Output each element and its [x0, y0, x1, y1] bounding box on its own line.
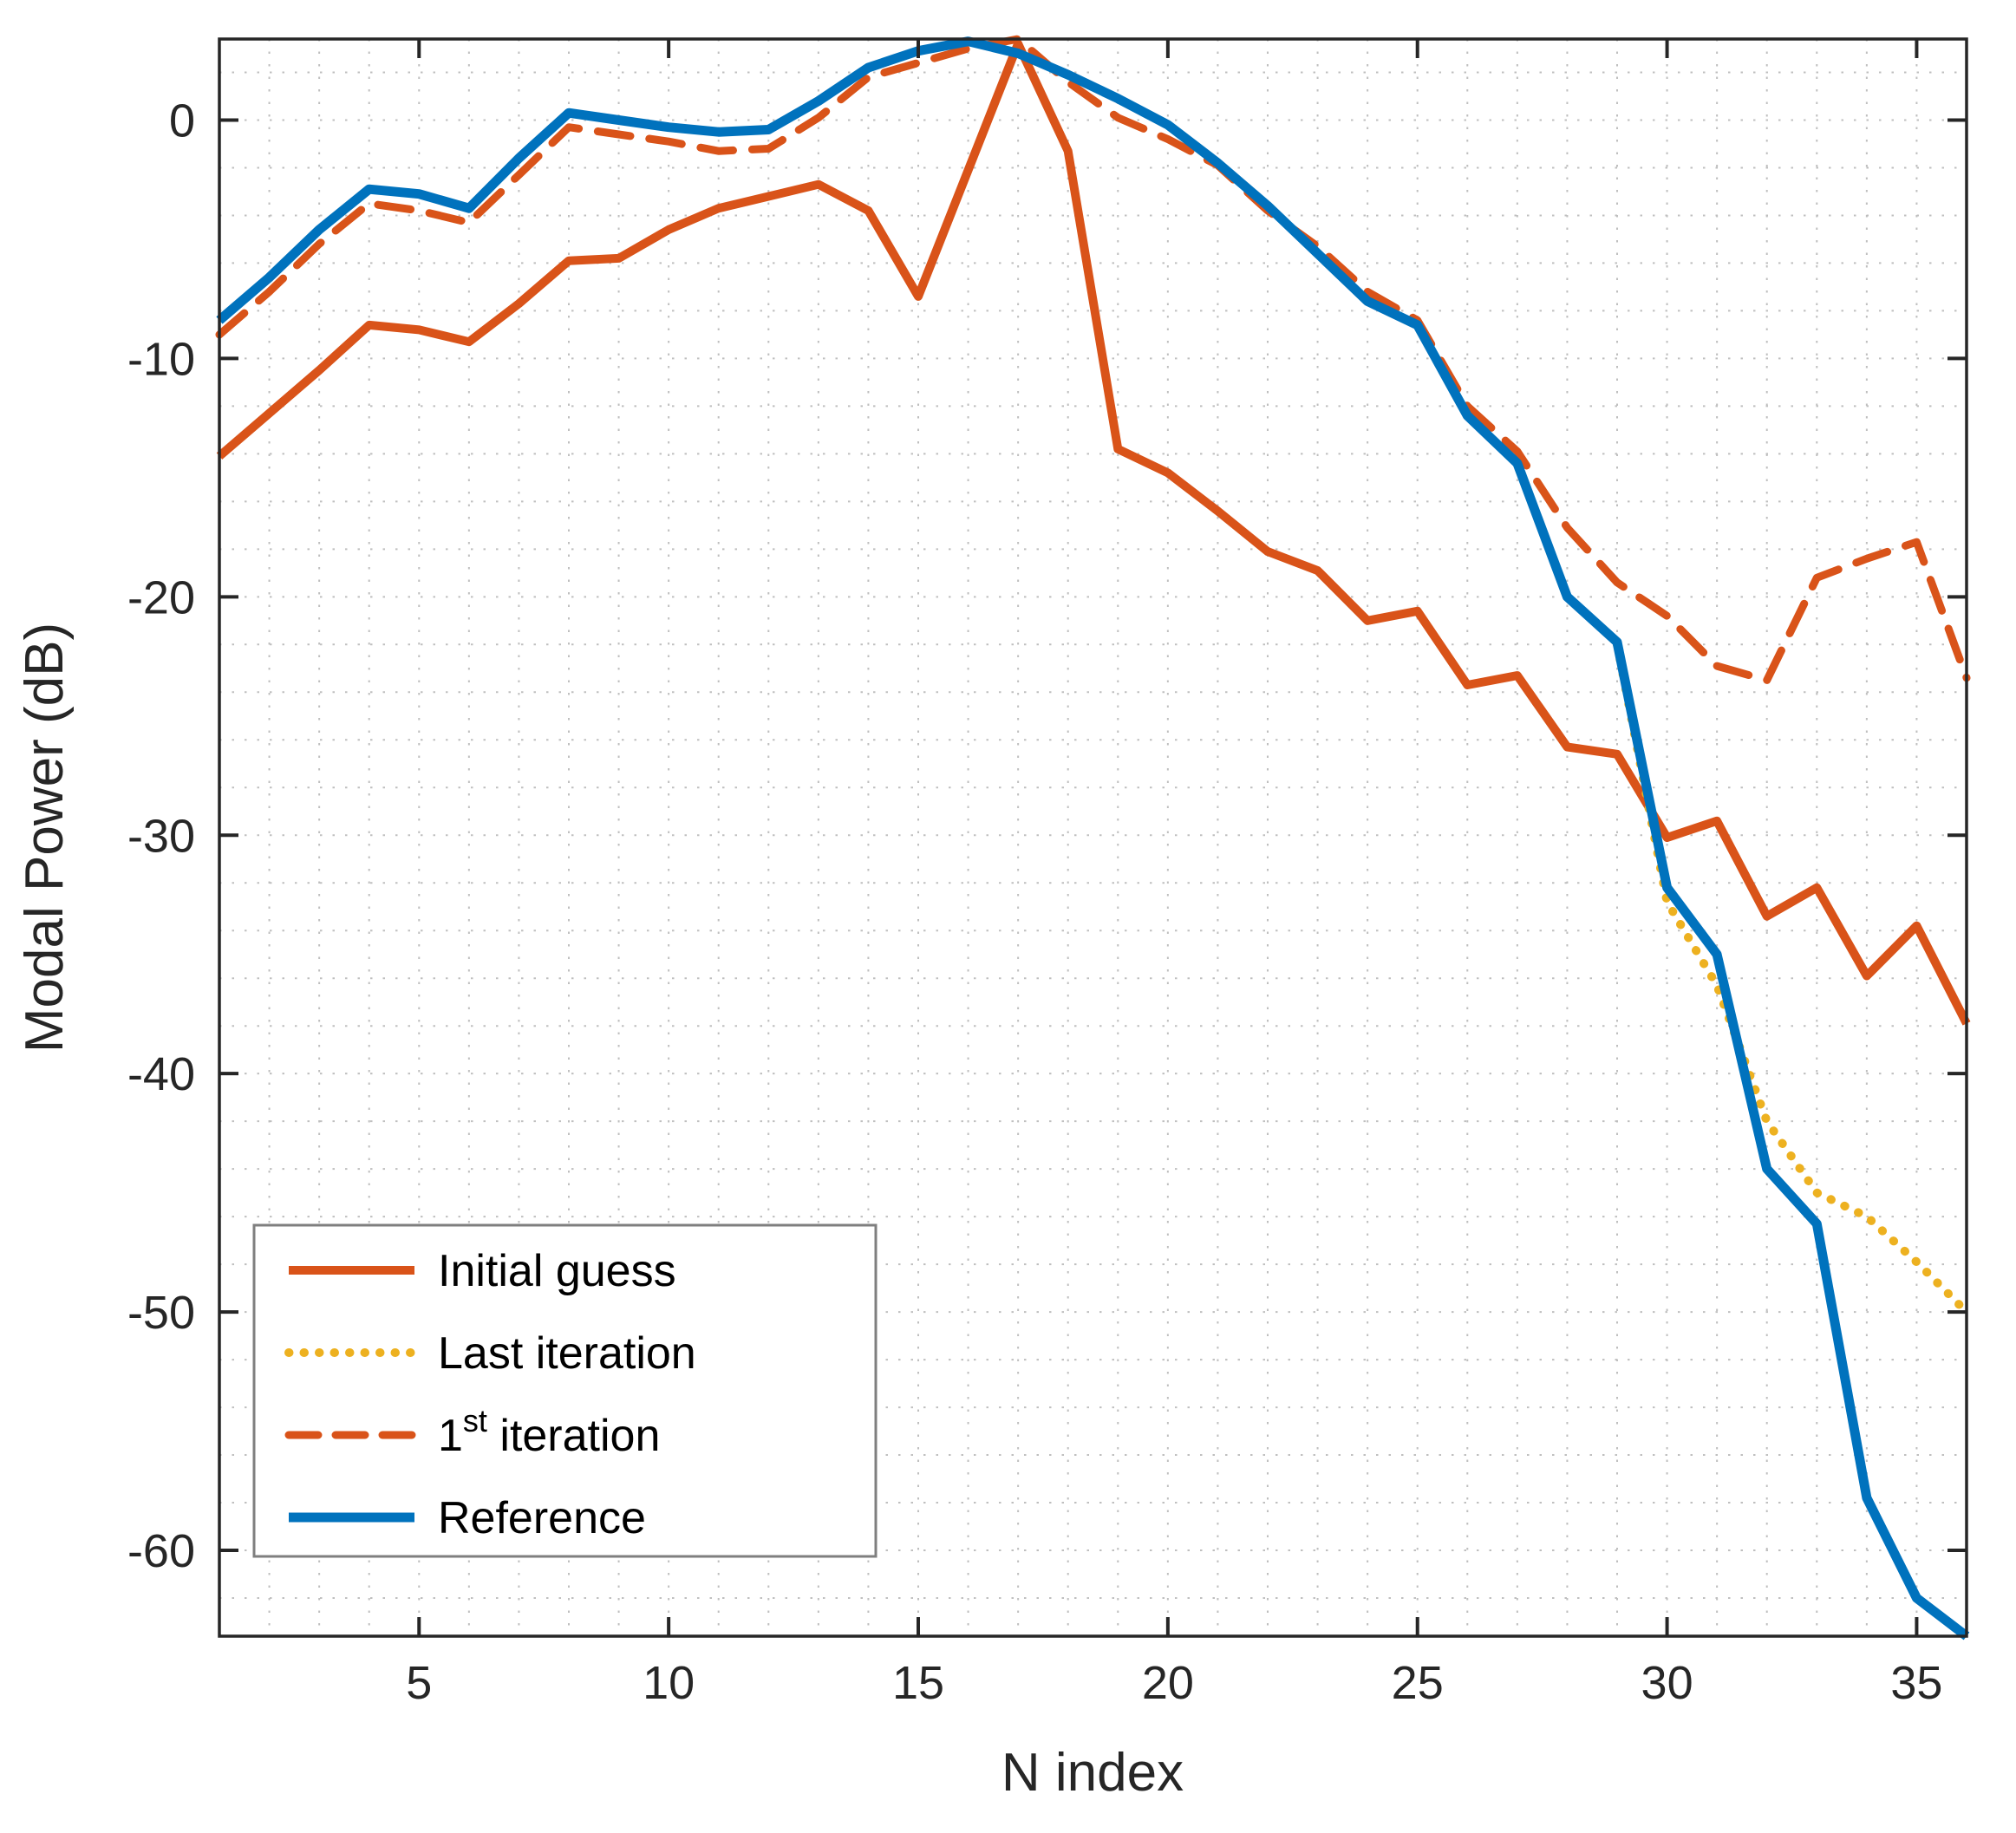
x-tick-label: 30: [1641, 1657, 1693, 1709]
axes-layer: 5 10 15 20 25 30 35 0 -10 -20 -30 -40 -50 -60: [127, 37, 1968, 1709]
legend-label: 1st iteration: [438, 1403, 660, 1461]
plot-box: [218, 37, 1968, 1638]
legend-entry: Reference: [289, 1493, 646, 1543]
legend-label: Reference: [438, 1493, 646, 1543]
x-tick-label: 20: [1142, 1657, 1194, 1709]
x-tick-label: 10: [643, 1657, 695, 1709]
legend: Initial guess Last iteration 1st iteration…: [252, 1223, 878, 1558]
y-tick-label: -60: [127, 1525, 195, 1577]
y-tick-label: -30: [127, 810, 195, 862]
series-initial-guess: [216, 39, 1971, 1026]
y-tick-label: 0: [169, 95, 195, 147]
y-tick-label: -40: [127, 1048, 195, 1100]
y-tick-label: -10: [127, 333, 195, 385]
legend-entry: 1st iteration: [284, 1403, 660, 1461]
series-reference: [216, 36, 1970, 1641]
series-layer: [215, 35, 1971, 1641]
x-tick-label: 5: [406, 1657, 432, 1709]
x-tick-label: 15: [892, 1657, 944, 1709]
x-axis-label: N index: [1001, 1743, 1184, 1803]
series-1st-iteration: [215, 35, 1971, 684]
y-tick-label: -20: [127, 571, 195, 623]
legend-label: Initial guess: [438, 1246, 676, 1296]
x-tick-label: 35: [1890, 1657, 1942, 1709]
y-axis-label: Modal Power (dB): [15, 623, 75, 1053]
legend-entry: Last iteration: [284, 1328, 696, 1379]
y-tick-label: -50: [127, 1287, 195, 1339]
legend-entry: Initial guess: [289, 1246, 676, 1296]
legend-label: Last iteration: [438, 1328, 696, 1379]
legend-box: [252, 1223, 878, 1558]
series-last-iteration: [1613, 640, 1971, 1317]
x-tick-label: 25: [1392, 1657, 1444, 1709]
